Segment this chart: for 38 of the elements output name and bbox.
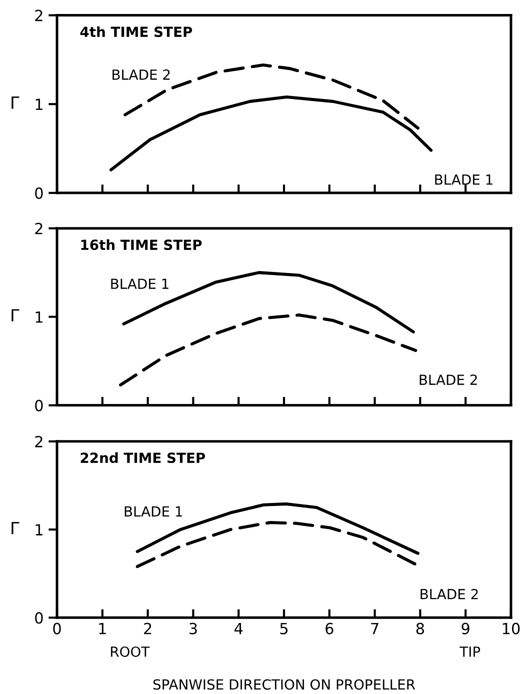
series-label: BLADE 2 (112, 69, 170, 80)
text: TIP (460, 646, 480, 657)
y-tick-label: 0 (35, 187, 43, 199)
x-tick-label: 4 (234, 622, 243, 634)
x-tick-label: 0 (53, 622, 61, 634)
x-axis-title: SPANWISE DIRECTION ON PROPELLER (153, 679, 416, 690)
x-tick-label: 7 (371, 622, 378, 634)
line-series (136, 520, 418, 568)
text: ROOT (111, 646, 150, 657)
text: 22nd TIME STEP (80, 452, 206, 464)
x-tick-label: 6 (326, 622, 334, 634)
x-tick-label: 8 (416, 622, 424, 634)
series-label: BLADE 1 (111, 278, 168, 289)
y-tick-label: 1 (36, 311, 42, 323)
y-tick-label: 1 (36, 98, 42, 110)
series-label: BLADE 1 (124, 506, 182, 516)
y-tick-label: 2 (35, 222, 42, 234)
series-label: BLADE 2 (420, 588, 478, 600)
y-tick-label: 1 (36, 524, 42, 536)
series-label: BLADE 1 (435, 174, 492, 185)
series-label: BLADE 2 (420, 374, 477, 385)
line-series (110, 95, 433, 172)
x-tick-label: 3 (190, 622, 197, 634)
x-tick-label: 5 (280, 622, 288, 634)
y-tick-label: 2 (35, 10, 42, 22)
x-tick-label: 1 (99, 622, 106, 634)
y-tick-label: 0 (35, 400, 43, 412)
x-tick-label: 10 (502, 622, 520, 634)
text: 16th TIME STEP (81, 239, 202, 250)
y-tick-label: 0 (35, 612, 43, 624)
x-tick-label: 9 (462, 622, 470, 634)
x-tick-label: 2 (144, 622, 152, 634)
y-axis-title: Γ (12, 309, 20, 322)
y-axis-title: Γ (12, 96, 20, 109)
text: 4th TIME STEP (80, 26, 192, 38)
y-tick-label: 2 (35, 436, 42, 448)
line-series (119, 314, 418, 386)
y-axis-title: Γ (12, 522, 20, 534)
